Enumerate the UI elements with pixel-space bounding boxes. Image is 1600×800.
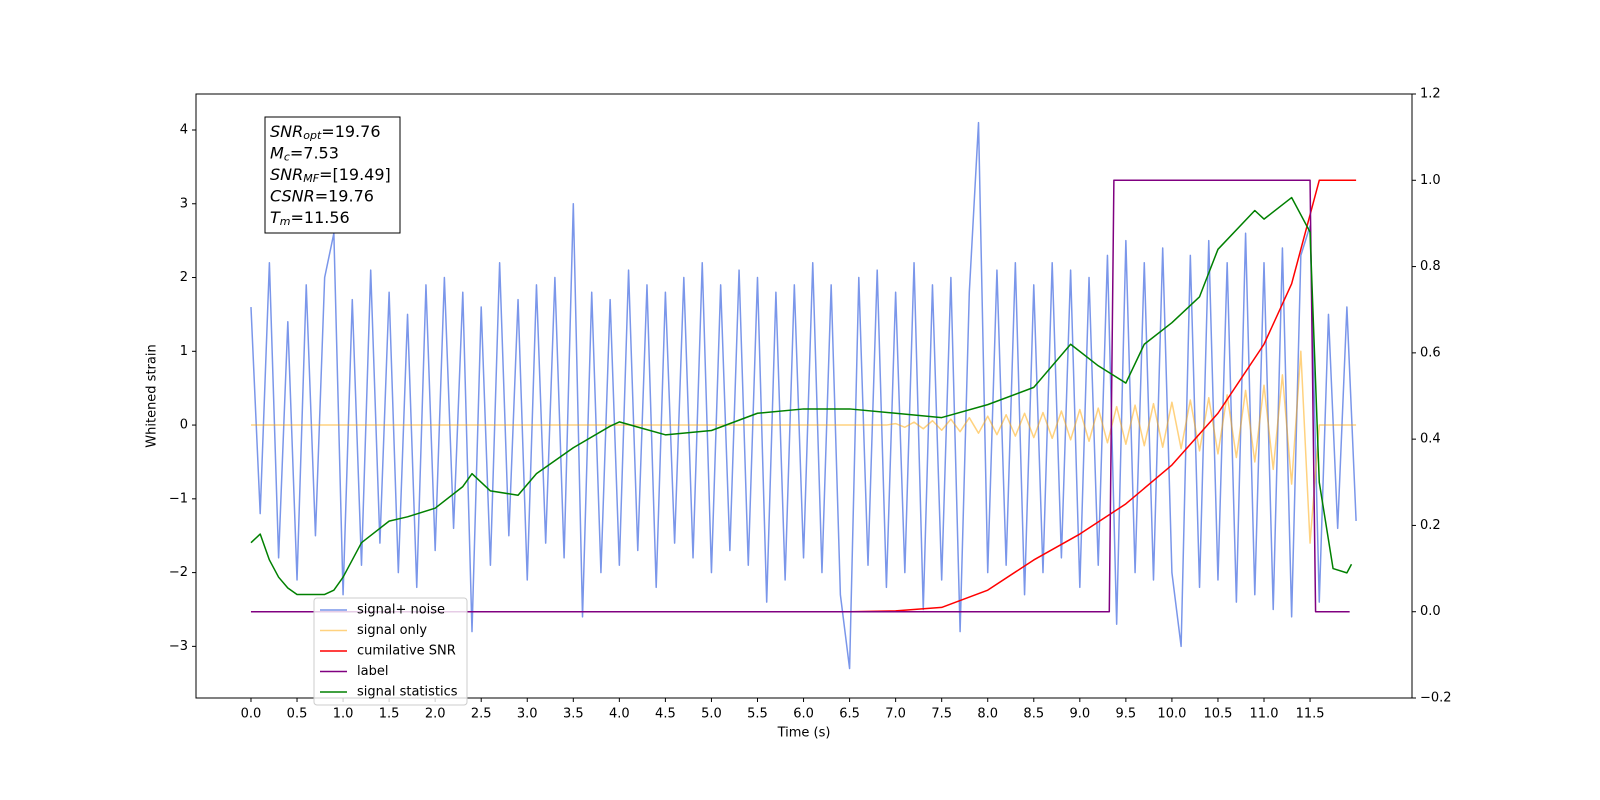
y2-tick-label: −0.2 — [1420, 691, 1452, 706]
x-tick-label: 11.0 — [1250, 707, 1279, 722]
y-tick-label: 4 — [180, 122, 188, 137]
annotation-rest: =[19.49] — [319, 165, 391, 184]
x-axis-label: Time (s) — [777, 726, 831, 741]
legend: signal+ noise signal only cumilative SNR la… — [313, 597, 468, 706]
annotation-base: M — [270, 143, 284, 162]
series-line — [250, 350, 1357, 544]
x-tick-label: 9.5 — [1116, 707, 1137, 722]
y-tick-label: 2 — [180, 270, 188, 285]
x-tick-label: 3.5 — [563, 707, 584, 722]
y2-tick-label: 0.8 — [1420, 259, 1441, 274]
x-tick-label: 2.5 — [471, 707, 492, 722]
legend-label: label — [357, 664, 388, 679]
y2-tick-label: 0.0 — [1420, 604, 1441, 619]
x-tick-label: 6.0 — [793, 707, 814, 722]
x-tick-label: 5.0 — [701, 707, 722, 722]
x-tick-label: 4.5 — [655, 707, 676, 722]
x-tick-label: 8.5 — [1023, 707, 1044, 722]
x-tick-label: 7.5 — [931, 707, 952, 722]
plot-area — [250, 121, 1357, 670]
x-tick-label: 1.0 — [333, 707, 354, 722]
y-tick-label: −2 — [169, 565, 188, 580]
x-tick-label: 5.5 — [747, 707, 768, 722]
y-tick-label: 0 — [180, 418, 188, 433]
annotation-sub: MF — [303, 172, 319, 185]
x-tick-label: 8.0 — [977, 707, 998, 722]
annotation-box — [264, 116, 401, 234]
annotation-sub: c — [284, 151, 290, 164]
series-line — [250, 121, 1357, 670]
x-tick-label: 9.0 — [1069, 707, 1090, 722]
annotation-base: T — [270, 208, 281, 227]
y-tick-label: 3 — [180, 196, 188, 211]
x-tick-label: 11.5 — [1296, 707, 1325, 722]
annotation-line: Tm=11.56 — [270, 208, 350, 229]
x-tick-label: 10.5 — [1203, 707, 1232, 722]
annotation-base: CSNR — [270, 186, 315, 205]
legend-label: cumilative SNR — [357, 644, 456, 659]
annotation-sub: opt — [303, 129, 322, 142]
annotation-base: SNR — [270, 165, 303, 184]
annotation-line: SNRopt=19.76 — [270, 122, 381, 143]
x-tick-label: 1.5 — [379, 707, 400, 722]
annotation-line: SNRMF=[19.49] — [270, 165, 391, 186]
y2-tick-label: 0.4 — [1420, 432, 1441, 447]
y-axis-label: Whitened strain — [145, 344, 160, 447]
x-tick-label: 6.5 — [839, 707, 860, 722]
annotation-line: CSNR=19.76 — [270, 186, 374, 205]
y-tick-label: 1 — [180, 344, 188, 359]
y2-tick-label: 1.2 — [1420, 87, 1441, 102]
x-tick-label: 4.0 — [609, 707, 630, 722]
annotation-base: SNR — [270, 122, 303, 141]
x-tick-label: 0.5 — [287, 707, 308, 722]
x-tick-label: 10.0 — [1157, 707, 1186, 722]
legend-box — [313, 597, 468, 706]
x-tick-label: 2.0 — [425, 707, 446, 722]
y2-tick-label: 0.6 — [1420, 345, 1441, 360]
y-tick-label: −1 — [169, 491, 188, 506]
series-line — [250, 196, 1353, 596]
annotation-rest: =7.53 — [290, 143, 339, 162]
x-tick-label: 3.0 — [517, 707, 538, 722]
annotation-rest: =19.76 — [315, 186, 374, 205]
legend-label: signal+ noise — [357, 603, 445, 618]
legend-label: signal only — [357, 623, 427, 638]
series-line — [250, 179, 1357, 613]
series-line — [250, 179, 1350, 613]
y-tick-label: −3 — [169, 639, 188, 654]
y2-tick-label: 0.2 — [1420, 518, 1441, 533]
y2-tick-label: 1.0 — [1420, 173, 1441, 188]
annotation-rest: =19.76 — [321, 122, 380, 141]
x-tick-label: 0.0 — [241, 707, 262, 722]
annotation-sub: m — [280, 215, 291, 228]
annotation-line: Mc=7.53 — [270, 143, 339, 164]
x-tick-label: 7.0 — [885, 707, 906, 722]
legend-label: signal statistics — [357, 685, 458, 700]
annotation: SNRopt=19.76Mc=7.53SNRMF=[19.49]CSNR=19.… — [264, 116, 401, 234]
annotation-rest: =11.56 — [291, 208, 350, 227]
